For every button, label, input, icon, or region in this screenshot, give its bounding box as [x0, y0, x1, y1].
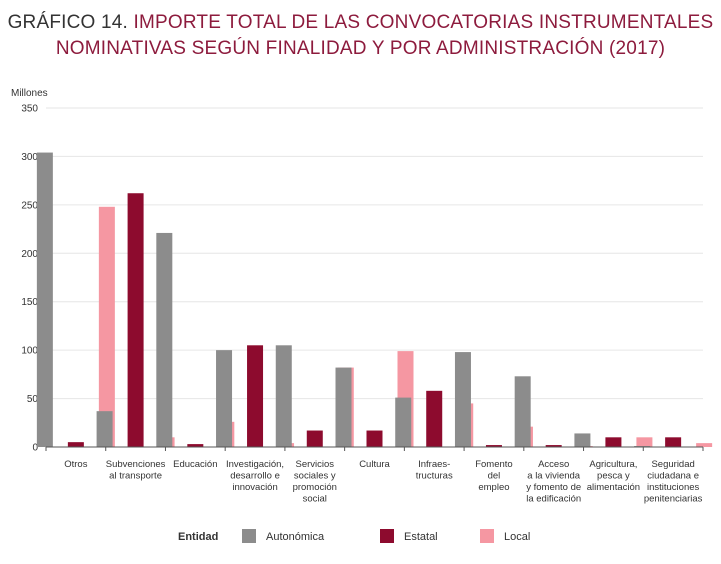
bar-estatal-9 [605, 437, 622, 447]
bar-autonmica-4 [275, 345, 292, 447]
legend: Entidad Autonómica Estatal Local [178, 529, 530, 543]
x-category-label: Educación [173, 459, 217, 470]
x-category-label: Subvenciones al transporte [106, 459, 166, 482]
title-line-1: GRÁFICO 14. IMPORTE TOTAL DE LAS CONVOCA… [0, 10, 721, 36]
y-axis: Millones 0 50 100 150 200 250 300 350 [11, 88, 48, 454]
legend-label-local: Local [504, 531, 530, 543]
title-lead: GRÁFICO 14. [7, 12, 129, 33]
y-tick-label: 100 [21, 346, 38, 357]
bar-autonmica-6 [395, 397, 412, 447]
x-category-label: Agricultura, pesca y alimentación [587, 459, 640, 493]
bar-estatal-2 [187, 444, 204, 447]
bar-estatal-3 [247, 345, 264, 447]
x-category-label: Infraes-tructuras [416, 459, 453, 482]
legend-swatch-estatal [380, 529, 394, 543]
y-tick-label: 0 [32, 443, 38, 454]
x-axis: Otros Subvenciones al transporte Educación I… [45, 446, 704, 505]
gridlines [46, 107, 703, 400]
x-category-label: Servicios sociales y promoción social [293, 459, 337, 505]
title-line-2: NOMINATIVAS SEGÚN FINALIDAD Y POR ADMINI… [55, 38, 666, 59]
bar-estatal-1 [127, 193, 144, 447]
bar-autonmica-7 [454, 352, 471, 447]
x-category-label: Fomento del empleo [475, 459, 513, 493]
legend-title: Entidad [178, 531, 218, 543]
bar-estatal-4 [306, 430, 323, 447]
bar-estatal-8 [545, 445, 562, 447]
x-category-label: Cultura [359, 459, 390, 470]
bar-estatal-0 [67, 442, 84, 447]
y-tick-label: 350 [21, 104, 38, 115]
bar-autonmica-2 [156, 232, 173, 447]
legend-swatch-autonmica [242, 529, 256, 543]
bar-estatal-6 [426, 390, 443, 447]
bar-estatal-5 [366, 430, 383, 447]
title-main-1: IMPORTE TOTAL DE LAS CONVOCATORIAS INSTR… [133, 12, 714, 33]
y-tick-label: 300 [21, 152, 38, 163]
bar-autonmica-9 [574, 433, 591, 447]
x-category-label: Otros [64, 459, 87, 470]
legend-label-estatal: Estatal [404, 531, 438, 543]
bar-autonmica-5 [335, 367, 352, 447]
bars [36, 152, 713, 447]
legend-swatch-local [480, 529, 494, 543]
x-category-label: Investigación, desarrollo e innovación [226, 459, 284, 493]
bar-estatal-10 [665, 437, 682, 447]
bar-estatal-7 [485, 445, 502, 447]
x-category-label: Seguridad ciudadana e instituciones peniten… [644, 459, 703, 505]
y-tick-label: 250 [21, 200, 38, 211]
y-tick-label: 150 [21, 297, 38, 308]
y-tick-label: 200 [21, 249, 38, 260]
bar-local-9 [636, 437, 653, 447]
x-category-label: Acceso a la vivienda y fomento de la edific… [526, 459, 581, 505]
bar-autonmica-3 [216, 350, 233, 447]
y-axis-unit-label: Millones [11, 88, 48, 99]
bar-autonmica-1 [96, 411, 113, 447]
y-tick-label: 50 [27, 394, 39, 405]
legend-label-autonmica: Autonómica [266, 531, 325, 543]
bar-autonmica-0 [36, 152, 53, 447]
bar-autonmica-8 [514, 376, 531, 447]
bar-local-10 [696, 443, 713, 447]
chart-title: GRÁFICO 14. IMPORTE TOTAL DE LAS CONVOCA… [0, 10, 721, 62]
bar-local-0 [98, 206, 115, 447]
